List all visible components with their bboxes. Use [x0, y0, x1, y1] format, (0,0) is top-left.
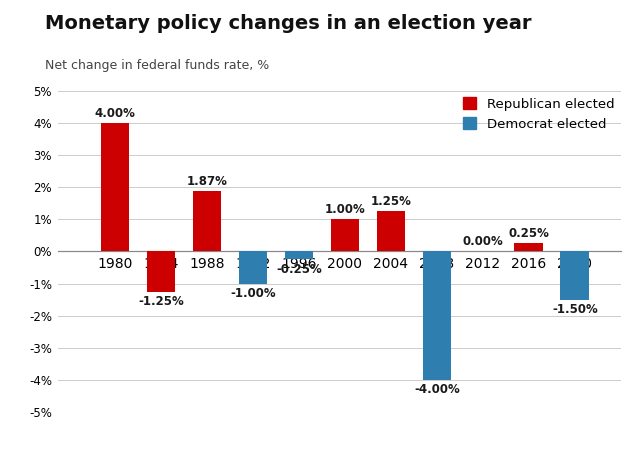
Text: 0.00%: 0.00%: [463, 235, 503, 248]
Legend: Republican elected, Democrat elected: Republican elected, Democrat elected: [463, 97, 614, 130]
Text: -0.25%: -0.25%: [276, 263, 322, 276]
Text: -4.00%: -4.00%: [414, 383, 460, 396]
Text: 1.87%: 1.87%: [187, 175, 227, 188]
Text: Net change in federal funds rate, %: Net change in federal funds rate, %: [45, 59, 269, 72]
Text: 1.00%: 1.00%: [324, 203, 365, 216]
Text: 0.25%: 0.25%: [508, 227, 549, 240]
Bar: [285, 251, 314, 260]
Text: -1.00%: -1.00%: [230, 287, 276, 300]
Text: Monetary policy changes in an election year: Monetary policy changes in an election y…: [45, 14, 531, 33]
Bar: [100, 123, 129, 251]
Bar: [239, 251, 268, 284]
Text: -1.50%: -1.50%: [552, 303, 598, 316]
Text: -1.25%: -1.25%: [138, 295, 184, 308]
Bar: [515, 243, 543, 251]
Bar: [422, 251, 451, 380]
Text: 4.00%: 4.00%: [95, 106, 136, 120]
Bar: [561, 251, 589, 300]
Bar: [147, 251, 175, 292]
Bar: [193, 191, 221, 251]
Text: 1.25%: 1.25%: [371, 195, 412, 208]
Bar: [331, 219, 359, 251]
Bar: [376, 211, 405, 251]
